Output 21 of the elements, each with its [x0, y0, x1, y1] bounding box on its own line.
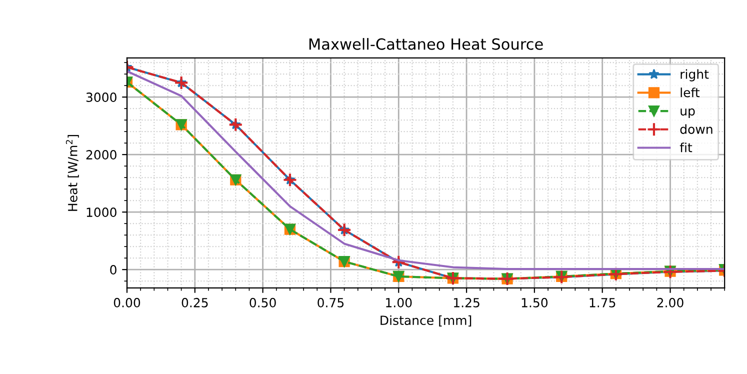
y-tick-label: 3000 — [86, 92, 116, 102]
x-axis-title: Distance [mm] — [380, 315, 472, 326]
y-tick-label: 2000 — [86, 150, 116, 160]
legend-label: down — [680, 124, 712, 134]
x-tick-label: 1.00 — [386, 298, 412, 308]
x-tick-label: 1.50 — [522, 298, 548, 308]
x-tick-label: 1.75 — [590, 298, 616, 308]
y-tick-label: 1000 — [86, 208, 116, 218]
x-tick-label: 0.00 — [114, 298, 140, 308]
x-tick-label: 2.00 — [657, 298, 684, 308]
legend-label: right — [680, 69, 709, 82]
y-axis-title: Heat [W/m$^{2}$] — [66, 135, 79, 211]
legend-label: up — [680, 108, 695, 118]
legend-label: fit — [680, 142, 692, 152]
x-tick-label: 0.50 — [250, 298, 276, 308]
x-tick-label: 0.25 — [182, 298, 208, 308]
legend-label: left — [680, 88, 700, 98]
chart-title: Maxwell-Cattaneo Heat Source — [309, 38, 543, 50]
x-tick-label: 0.75 — [318, 298, 344, 308]
x-tick-label: 1.25 — [454, 298, 480, 308]
y-tick-label: 0 — [110, 265, 116, 275]
